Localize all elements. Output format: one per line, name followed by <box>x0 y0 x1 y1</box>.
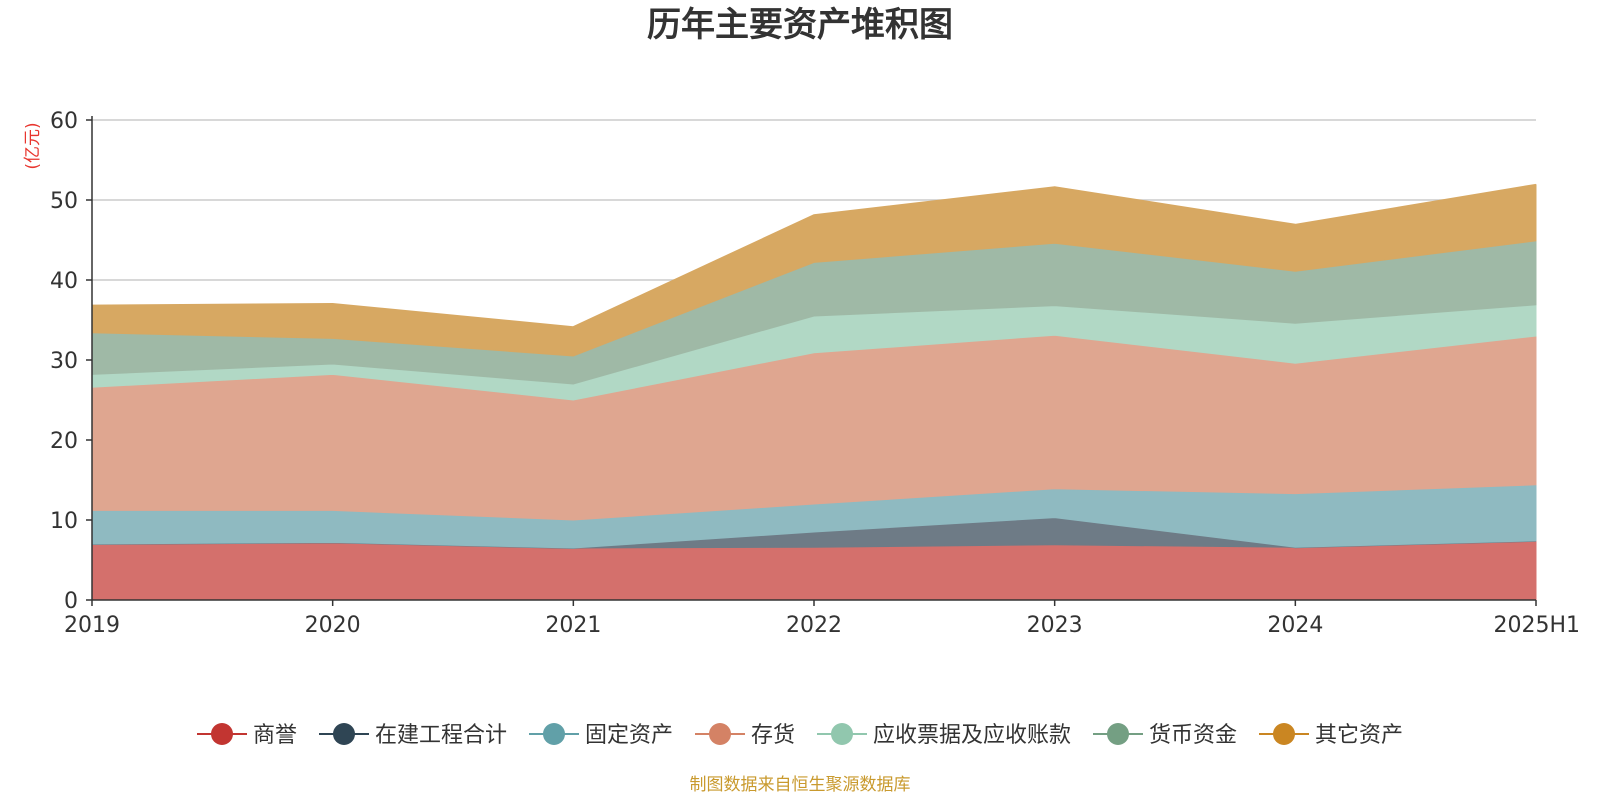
x-tick-label: 2021 <box>545 613 601 638</box>
legend-marker <box>1107 723 1129 745</box>
chart-title: 历年主要资产堆积图 <box>647 5 953 45</box>
legend-marker <box>709 723 731 745</box>
legend-marker <box>211 723 233 745</box>
legend-label: 货币资金 <box>1149 723 1237 748</box>
legend-label: 商誉 <box>253 723 297 748</box>
legend-item-2[interactable]: 固定资产 <box>529 723 673 748</box>
x-tick-label: 2020 <box>305 613 361 638</box>
y-tick-label: 50 <box>50 189 78 214</box>
y-tick-label: 30 <box>50 349 78 374</box>
x-tick-label: 2019 <box>64 613 120 638</box>
legend-item-0[interactable]: 商誉 <box>197 723 297 748</box>
legend-label: 固定资产 <box>585 723 673 748</box>
x-tick-label: 2024 <box>1267 613 1323 638</box>
legend-item-6[interactable]: 其它资产 <box>1259 723 1403 748</box>
axes: 0 10 20 30 40 50 60 2019 2020 2021 2022 2023 2024 202… <box>50 109 1580 638</box>
legend-marker <box>831 723 853 745</box>
stacked-areas <box>91 183 1537 601</box>
y-tick-label: 60 <box>50 109 78 134</box>
area-series-0 <box>91 540 1537 601</box>
line-series-6 <box>91 183 1537 329</box>
legend-item-4[interactable]: 应收票据及应收账款 <box>817 723 1071 748</box>
legend-item-3[interactable]: 存货 <box>695 723 795 748</box>
x-tick-label: 2023 <box>1027 613 1083 638</box>
y-tick-label: 10 <box>50 509 78 534</box>
legend-item-5[interactable]: 货币资金 <box>1093 723 1237 748</box>
legend-label: 应收票据及应收账款 <box>873 723 1071 748</box>
legend-label: 在建工程合计 <box>375 723 507 748</box>
legend-label: 存货 <box>751 723 795 748</box>
legend-marker <box>1273 723 1295 745</box>
x-tick-label: 2025H1 <box>1493 613 1580 638</box>
legend-marker <box>543 723 565 745</box>
legend-item-1[interactable]: 在建工程合计 <box>319 723 507 748</box>
legend-label: 其它资产 <box>1315 723 1403 748</box>
legend-marker <box>333 723 355 745</box>
y-tick-label: 40 <box>50 269 78 294</box>
y-axis-unit: (亿元) <box>23 122 43 169</box>
y-tick-label: 0 <box>64 589 78 614</box>
source-note: 制图数据来自恒生聚源数据库 <box>690 775 911 795</box>
y-tick-label: 20 <box>50 429 78 454</box>
legend[interactable]: 商誉 在建工程合计 固定资产 存货 应收票据及应收账款 货币资金 其它资产 <box>197 723 1403 748</box>
x-tick-label: 2022 <box>786 613 842 638</box>
